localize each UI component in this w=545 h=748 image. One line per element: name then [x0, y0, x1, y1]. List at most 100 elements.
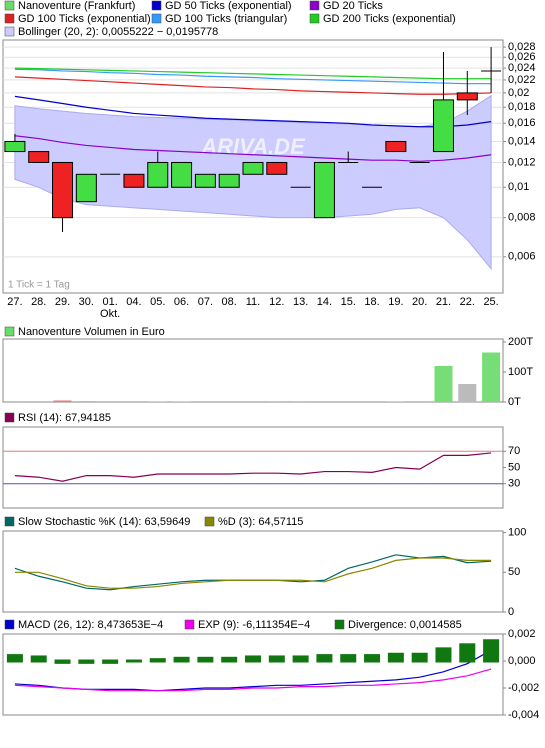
x-tick-label: 21. — [436, 296, 451, 308]
legend-swatch — [4, 0, 15, 11]
x-tick-label: 15. — [341, 296, 356, 308]
legend-label: Divergence: 0,0014585 — [348, 619, 462, 631]
y-tick-label: 0,022 — [508, 74, 536, 86]
divergence-bar — [125, 659, 142, 663]
y-tick-label: 0,024 — [508, 62, 536, 74]
divergence-bar — [483, 639, 500, 663]
candle-body — [218, 173, 240, 188]
x-tick-label: 27. — [7, 296, 22, 308]
x-tick-label: 04. — [126, 296, 141, 308]
legend-label: GD 50 Ticks (exponential) — [165, 0, 292, 12]
x-tick-label: 13. — [293, 296, 308, 308]
volume-bar — [77, 401, 96, 402]
y-tick-label: 0,026 — [508, 51, 536, 63]
legend-swatch — [4, 326, 15, 337]
x-tick-label: 20. — [412, 296, 427, 308]
panel-frame — [2, 426, 504, 509]
candle-body — [123, 173, 145, 188]
moving-average-line — [14, 135, 492, 162]
divergence-bar — [411, 652, 428, 663]
volume-bar — [434, 366, 453, 402]
moving-average-line — [14, 76, 492, 95]
legend-swatch — [184, 619, 195, 630]
divergence-bar — [6, 654, 23, 663]
legend-label: MACD (26, 12): 8,473653E−4 — [18, 619, 163, 631]
indicator-line — [14, 452, 492, 482]
candle-body — [147, 161, 169, 188]
candle-body — [242, 161, 264, 175]
legend-label: RSI (14): 67,94185 — [18, 412, 111, 424]
y-tick-label: 0,012 — [508, 156, 536, 168]
divergence-bar — [435, 647, 452, 663]
moving-average-line — [14, 67, 492, 80]
x-tick-label: 12. — [269, 296, 284, 308]
legend-label: Nanoventure (Frankfurt) — [18, 0, 135, 12]
panel-frame — [2, 338, 504, 403]
x-tick-label: 25. — [483, 296, 498, 308]
legend-label: Nanoventure Volumen in Euro — [18, 326, 165, 338]
candle-body — [52, 161, 74, 219]
y-tick-label: 0,02 — [508, 87, 529, 99]
candle-body — [4, 140, 26, 153]
divergence-bar — [221, 656, 238, 663]
candle-body — [28, 151, 50, 163]
candle-body — [432, 99, 454, 153]
volume-bar — [53, 400, 72, 402]
y-tick-label: -0,002 — [508, 682, 539, 694]
legend-label: GD 100 Ticks (exponential) — [18, 13, 151, 25]
y-tick-label: 100 — [508, 526, 526, 538]
divergence-bar — [102, 659, 119, 664]
candle-body — [313, 161, 335, 219]
legend-label: GD 20 Ticks — [323, 0, 383, 12]
indicator-line — [14, 557, 492, 589]
legend-label: Slow Stochastic %K (14): 63,59649 — [18, 516, 190, 528]
x-tick-label: 22. — [460, 296, 475, 308]
x-tick-label: 19. — [388, 296, 403, 308]
y-tick-label: 0,01 — [508, 181, 529, 193]
divergence-bar — [340, 654, 357, 663]
legend-swatch — [151, 0, 162, 11]
legend-label: GD 200 Ticks (exponential) — [323, 13, 456, 25]
candle-body — [456, 92, 478, 101]
legend-label: GD 100 Ticks (triangular) — [165, 13, 287, 25]
x-tick-label: 30. — [79, 296, 94, 308]
panel-frame — [2, 633, 504, 716]
candle-body — [266, 161, 288, 175]
y-tick-label: 0,002 — [508, 628, 536, 640]
bollinger-band — [14, 94, 492, 271]
y-tick-label: 0,018 — [508, 101, 536, 113]
divergence-bar — [387, 652, 404, 663]
y-tick-label: 0 — [508, 606, 514, 618]
legend-swatch — [151, 13, 162, 24]
x-tick-label: 29. — [55, 296, 70, 308]
legend-swatch — [4, 619, 15, 630]
volume-bar — [482, 352, 501, 402]
y-tick-label: 30 — [508, 478, 520, 490]
divergence-bar — [30, 655, 47, 663]
y-tick-label: 70 — [508, 445, 520, 457]
legend-label: Bollinger (20, 2): 0,0055222 − 0,0195778 — [18, 26, 218, 38]
divergence-bar — [78, 659, 95, 664]
divergence-bar — [316, 654, 333, 663]
legend-label: EXP (9): -6,111354E−4 — [198, 619, 310, 631]
x-tick-label: 07. — [198, 296, 213, 308]
y-tick-label: 0,006 — [508, 251, 536, 263]
y-tick-label: 50 — [508, 566, 520, 578]
divergence-bar — [197, 656, 214, 663]
y-tick-label: 0,014 — [508, 135, 536, 147]
y-tick-label: -0,004 — [508, 709, 539, 721]
x-tick-label: 05. — [150, 296, 165, 308]
volume-bar — [172, 401, 191, 402]
divergence-bar — [364, 654, 381, 663]
volume-bar — [148, 401, 167, 402]
y-tick-label: 0,016 — [508, 117, 536, 129]
y-tick-label: 0,028 — [508, 41, 536, 53]
divergence-bar — [54, 659, 71, 664]
legend-swatch — [4, 13, 15, 24]
candle-body — [171, 161, 193, 188]
annotation: 1 Tick = 1 Tag — [8, 280, 70, 291]
legend-swatch — [334, 619, 345, 630]
volume-bar — [458, 384, 477, 402]
candle-body — [75, 173, 97, 203]
